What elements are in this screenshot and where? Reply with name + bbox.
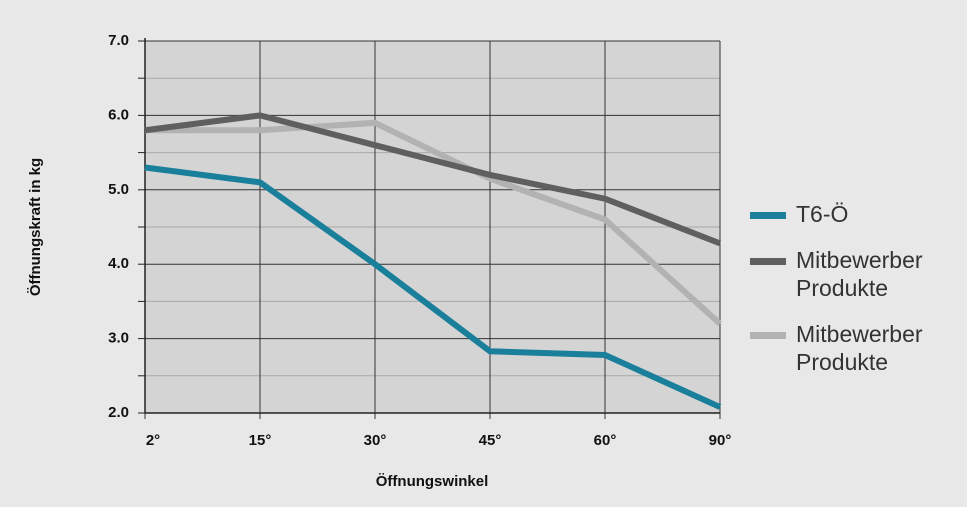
x-tick-label: 90° — [709, 432, 732, 449]
series-line — [145, 119, 723, 326]
y-tick-label: 7.0 — [108, 32, 129, 49]
series-line — [144, 112, 722, 247]
y-tick-label: 3.0 — [108, 330, 129, 347]
legend-label: T6-Ö — [796, 201, 849, 227]
legend-swatch — [750, 212, 786, 219]
legend-label: Mitbewerber Produkte — [796, 247, 923, 301]
x-tick-label: 45° — [479, 432, 502, 449]
x-tick-label: 30° — [364, 432, 387, 449]
x-tick-label: 60° — [594, 432, 617, 449]
legend-swatch — [750, 258, 786, 265]
y-tick-label: 6.0 — [108, 106, 129, 123]
legend-swatch — [750, 332, 786, 339]
legend-item: Mitbewerber Produkte — [750, 320, 950, 376]
x-tick-label: 2° — [146, 432, 160, 449]
y-tick-label: 4.0 — [108, 255, 129, 272]
x-tick-label: 15° — [249, 432, 272, 449]
legend-label: Mitbewerber Produkte — [796, 321, 923, 375]
y-tick-label: 5.0 — [108, 181, 129, 198]
series-line — [144, 164, 722, 410]
legend-item: T6-Ö — [750, 200, 950, 228]
legend: T6-Ö Mitbewerber Produkte Mitbewerber Prod… — [750, 200, 950, 394]
y-axis-label: Öffnungskraft in kg — [27, 158, 44, 296]
legend-item: Mitbewerber Produkte — [750, 246, 950, 302]
x-axis-label: Öffnungswinkel — [376, 473, 489, 490]
y-tick-label: 2.0 — [108, 404, 129, 421]
